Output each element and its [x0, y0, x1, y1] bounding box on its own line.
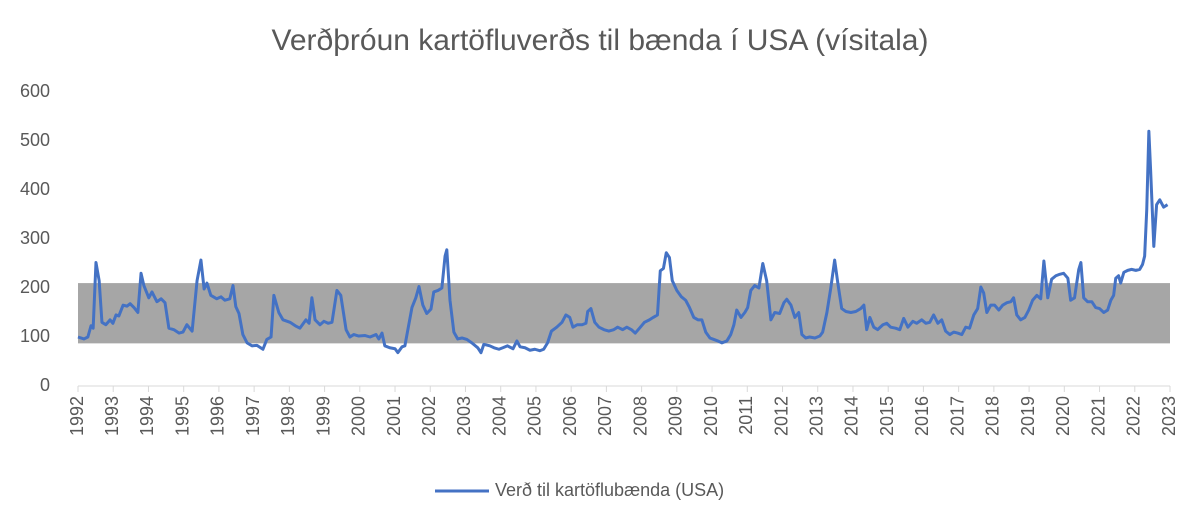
x-tick-label: 2022	[1124, 396, 1144, 436]
x-tick-label: 2011	[736, 396, 756, 435]
x-tick-label: 2004	[489, 396, 509, 436]
x-tick-label: 1995	[172, 396, 192, 436]
x-tick-label: 2019	[1018, 396, 1038, 436]
legend-label: Verð til kartöflubænda (USA)	[495, 480, 724, 500]
x-tick-label: 2003	[454, 396, 474, 436]
x-tick-label: 1999	[313, 396, 333, 436]
y-tick-label: 600	[20, 81, 50, 101]
x-tick-label: 2012	[771, 396, 791, 436]
y-tick-label: 200	[20, 277, 50, 297]
x-tick-label: 1997	[243, 396, 263, 436]
x-tick-label: 2002	[419, 396, 439, 436]
x-tick-label: 2023	[1159, 396, 1179, 436]
y-tick-label: 400	[20, 179, 50, 199]
chart-title: Verðþróun kartöfluverðs til bænda í USA …	[272, 24, 929, 57]
x-tick-label: 2021	[1088, 396, 1108, 436]
x-tick-label: 1994	[137, 396, 157, 436]
x-tick-label: 2018	[983, 396, 1003, 436]
x-tick-label: 2010	[701, 396, 721, 436]
x-tick-label: 2016	[912, 396, 932, 436]
y-tick-label: 500	[20, 130, 50, 150]
x-tick-label: 1996	[208, 396, 228, 436]
x-tick-label: 1992	[67, 396, 87, 436]
x-tick-label: 2017	[947, 396, 967, 436]
x-tick-label: 2015	[877, 396, 897, 436]
y-tick-label: 300	[20, 228, 50, 248]
x-tick-label: 2001	[384, 396, 404, 436]
x-tick-label: 2020	[1053, 396, 1073, 436]
x-tick-label: 2006	[560, 396, 580, 436]
x-tick-label: 2000	[349, 396, 369, 436]
y-tick-label: 100	[20, 326, 50, 346]
y-tick-label: 0	[40, 375, 50, 395]
x-tick-label: 1993	[102, 396, 122, 436]
x-tick-label: 1998	[278, 396, 298, 436]
x-tick-label: 2014	[842, 396, 862, 436]
x-tick-label: 2009	[666, 396, 686, 436]
x-tick-label: 2013	[806, 396, 826, 436]
x-tick-label: 2007	[595, 396, 615, 436]
data-line	[77, 129, 1169, 355]
x-tick-label: 2008	[630, 396, 650, 436]
x-tick-label: 2005	[525, 396, 545, 436]
